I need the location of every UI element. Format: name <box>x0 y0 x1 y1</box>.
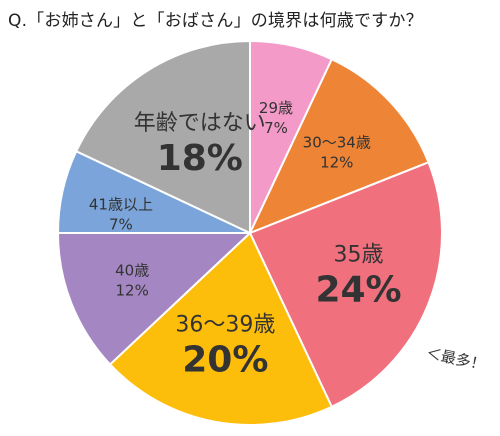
slice-name-label: 41歳以上 <box>89 195 153 213</box>
chart-title: Q.「お姉さん」と「おばさん」の境界は何歳ですか？ <box>8 11 423 31</box>
slice-name-label: 40歳 <box>115 262 149 280</box>
slice-percent-label: 7% <box>264 119 288 137</box>
pie-slice <box>248 161 443 409</box>
slice-name-label: 年齢ではない <box>134 111 266 136</box>
pie-slice <box>74 39 251 235</box>
slice-name-label: 30〜34歳 <box>303 134 371 152</box>
slice-percent-label: 7% <box>109 215 133 233</box>
slice-percent-label: 18% <box>157 138 243 179</box>
slice-name-label: 36〜39歳 <box>175 313 275 338</box>
slice-percent-label: 20% <box>182 340 268 381</box>
pie-slice <box>248 57 430 235</box>
pie-slice <box>108 231 334 426</box>
pie-slice <box>56 232 253 366</box>
slice-name-label: 29歳 <box>259 99 293 117</box>
slice-percent-label: 12% <box>116 282 149 300</box>
slice-percent-label: 24% <box>315 270 401 311</box>
slice-name-label: 35歳 <box>334 243 384 268</box>
slice-percent-label: 12% <box>320 154 353 172</box>
